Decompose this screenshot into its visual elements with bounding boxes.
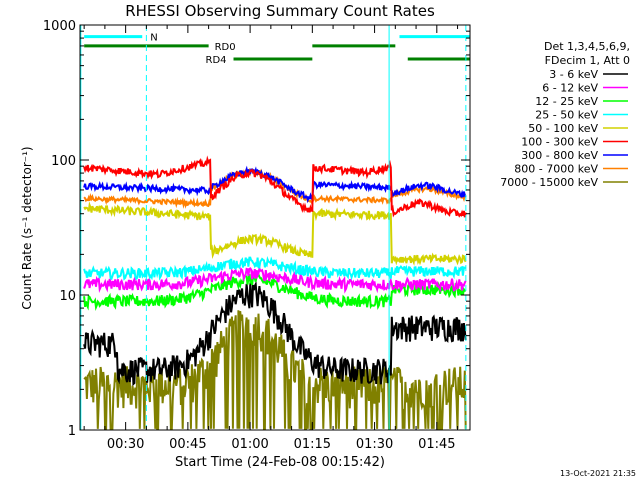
x-tick-label: 01:45: [418, 437, 455, 452]
x-tick-label: 01:15: [294, 437, 331, 452]
plot-frame: [79, 24, 471, 431]
legend-entry-label: 7000 - 15000 keV: [500, 176, 598, 189]
legend-entry-label: 6 - 12 keV: [542, 82, 598, 95]
legend-header-line: Det 1,3,4,5,6,9,: [544, 40, 630, 53]
legend-entry-label: 3 - 6 keV: [549, 68, 598, 81]
flag-label-n: N: [150, 33, 157, 44]
axes: 1 10 100 1000 00:30 00:45 01:00 01:15 01:30 01:45: [43, 19, 471, 452]
flag-label-rd0: RD0: [215, 42, 236, 53]
legend-entry-label: 12 - 25 keV: [535, 95, 598, 108]
x-axis-label: Start Time (24-Feb-08 00:15:42): [175, 455, 385, 470]
x-tick-label: 00:30: [107, 437, 144, 452]
y-tick-label: 100: [51, 154, 76, 169]
y-tick-label: 1000: [43, 19, 76, 34]
legend: Det 1,3,4,5,6,9,FDecim 1, Att 03 - 6 keV…: [500, 40, 630, 189]
legend-entry-label: 300 - 800 keV: [521, 149, 598, 162]
legend-entry-label: 50 - 100 keV: [528, 122, 598, 135]
legend-entry-label: 100 - 300 keV: [521, 136, 598, 149]
legend-entry-label: 800 - 7000 keV: [514, 163, 598, 176]
legend-header-line: FDecim 1, Att 0: [545, 54, 630, 67]
series-line-50-100-kev: [83, 201, 467, 266]
x-tick-label: 01:00: [231, 437, 268, 452]
legend-entry-label: 25 - 50 keV: [535, 109, 598, 122]
series-group: [83, 155, 467, 430]
series-line-300-800-kev: [83, 165, 467, 204]
y-axis-label: Count Rate (s⁻¹ detector⁻¹): [20, 146, 34, 309]
series-line-7000-15000-kev: [83, 310, 467, 430]
series-line-6-12-kev: [83, 264, 467, 294]
x-tick-label: 00:45: [169, 437, 206, 452]
footer-timestamp: 13-Oct-2021 21:35: [560, 469, 636, 478]
series-line-100-300-kev: [83, 155, 467, 218]
overlay-group: N RD0 RD4: [80, 25, 470, 430]
chart-title: RHESSI Observing Summary Count Rates: [125, 2, 435, 20]
y-tick-label: 10: [59, 289, 76, 304]
plot-area: N RD0 RD4 1 10 100 1000 00:30 00:45 01:00 01:15 01:…: [43, 19, 471, 452]
flag-label-rd4: RD4: [206, 55, 227, 66]
y-tick-label: 1: [68, 424, 76, 439]
x-tick-label: 01:30: [356, 437, 393, 452]
series-line-3-6-kev: [83, 280, 467, 387]
series-line-25-50-kev: [83, 256, 467, 281]
